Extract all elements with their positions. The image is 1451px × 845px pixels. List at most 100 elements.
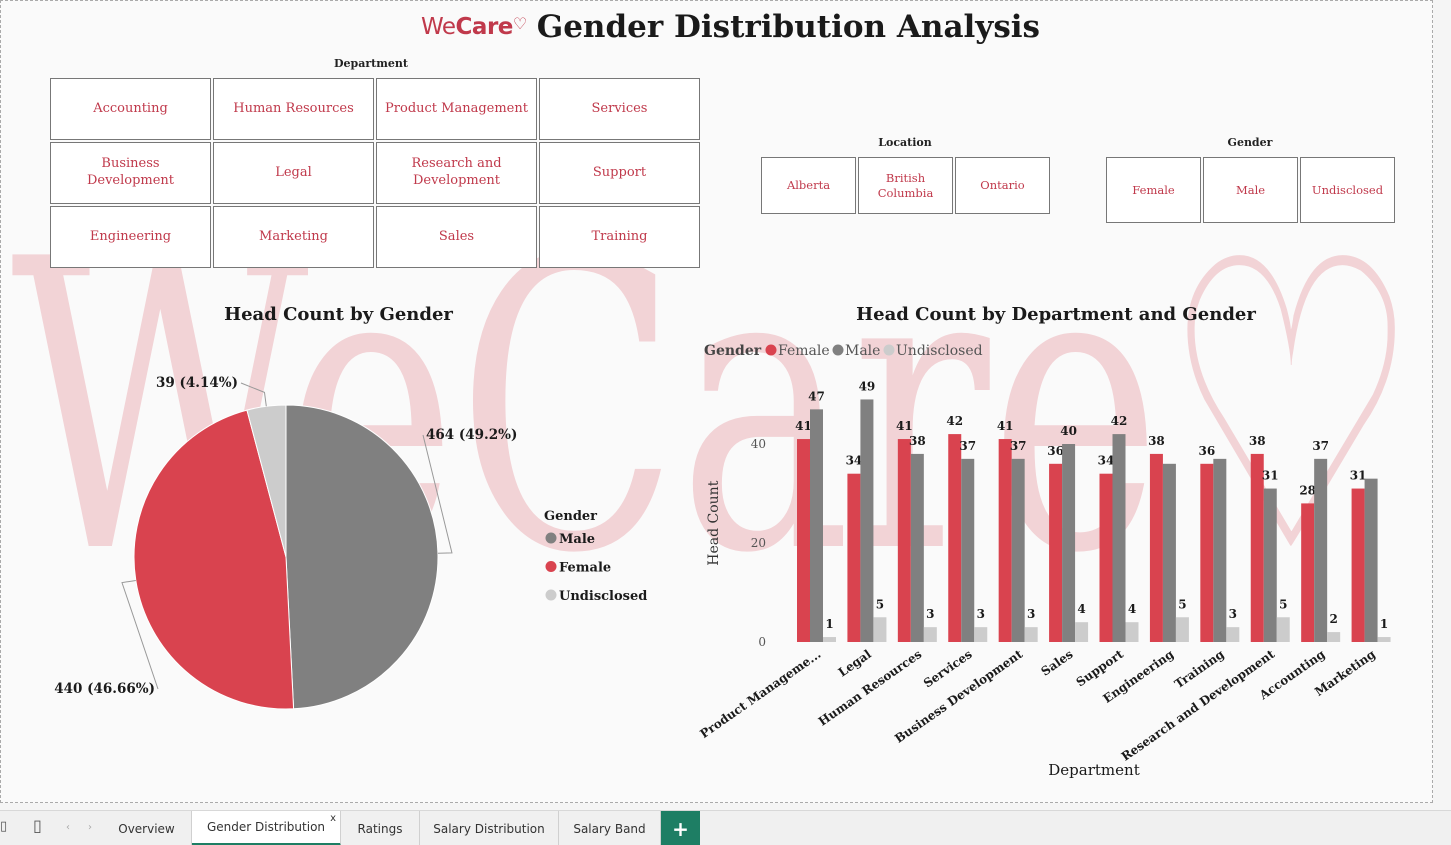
bar-male-business-development[interactable] bbox=[1011, 458, 1025, 642]
bar-undisclosed-research-and-development[interactable] bbox=[1276, 617, 1290, 642]
slicer-option-marketing[interactable]: Marketing bbox=[213, 206, 374, 268]
slicer-option-female[interactable]: Female bbox=[1106, 157, 1201, 223]
bar-undisclosed-product-manageme[interactable] bbox=[823, 637, 836, 642]
pie-slice-female[interactable] bbox=[133, 409, 295, 710]
bar-legend-item-female[interactable]: Female bbox=[778, 343, 830, 359]
bar-data-label-female-accounting: 28 bbox=[1299, 483, 1316, 497]
slicer-option-product-management[interactable]: Product Management bbox=[376, 78, 537, 140]
bar-data-label-undisclosed-research-and-development: 5 bbox=[1279, 597, 1287, 611]
title-bar: WeCare♡ Gender Distribution Analysis bbox=[421, 5, 1040, 49]
bar-data-label-undisclosed-human-resources: 3 bbox=[926, 607, 934, 621]
bar-undisclosed-services[interactable] bbox=[974, 627, 988, 642]
pie-legend-item-male[interactable]: Male bbox=[559, 532, 595, 547]
bar-male-training[interactable] bbox=[1213, 458, 1227, 642]
tab-gender-distribution[interactable]: Gender Distribution x bbox=[192, 811, 341, 845]
bar-data-label-female-marketing: 31 bbox=[1350, 469, 1367, 483]
report-canvas: WeCare♡ WeCare♡ Gender Distribution Anal… bbox=[0, 0, 1433, 803]
slicer-option-research-and-development[interactable]: Research and Development bbox=[376, 142, 537, 204]
bar-data-label-female-legal: 34 bbox=[846, 454, 863, 468]
bar-male-research-and-development[interactable] bbox=[1263, 488, 1277, 642]
bar-data-label-undisclosed-engineering: 5 bbox=[1178, 597, 1186, 611]
bar-data-label-female-research-and-development: 38 bbox=[1249, 434, 1266, 448]
tab-overview[interactable]: Overview bbox=[102, 811, 192, 845]
pie-slice-male[interactable] bbox=[285, 404, 439, 710]
next-tab-icon[interactable]: › bbox=[88, 822, 92, 833]
slicer-option-ontario[interactable]: Ontario bbox=[955, 157, 1050, 214]
bar-female-research-and-development[interactable] bbox=[1250, 453, 1264, 642]
bar-data-label-male-human-resources: 38 bbox=[909, 434, 926, 448]
pie-legend-item-female[interactable]: Female bbox=[559, 561, 611, 576]
bar-undisclosed-human-resources[interactable] bbox=[923, 627, 937, 642]
bar-male-marketing[interactable] bbox=[1364, 478, 1378, 642]
slicer-option-training[interactable]: Training bbox=[539, 206, 700, 268]
slicer-option-services[interactable]: Services bbox=[539, 78, 700, 140]
slicer-option-british-columbia[interactable]: British Columbia bbox=[858, 157, 953, 214]
slicer-option-engineering[interactable]: Engineering bbox=[50, 206, 211, 268]
bar-female-human-resources[interactable] bbox=[897, 439, 911, 642]
slicer-option-undisclosed[interactable]: Undisclosed bbox=[1300, 157, 1395, 223]
bar-male-engineering[interactable] bbox=[1162, 463, 1176, 642]
wecare-logo: WeCare♡ bbox=[421, 14, 527, 40]
bar-male-support[interactable] bbox=[1112, 434, 1126, 642]
prev-tab-icon[interactable]: ‹ bbox=[66, 822, 70, 833]
bar-undisclosed-accounting[interactable] bbox=[1327, 632, 1341, 642]
slicer-option-male[interactable]: Male bbox=[1203, 157, 1298, 223]
pie-slice-undisclosed[interactable] bbox=[246, 404, 287, 558]
bar-undisclosed-engineering[interactable] bbox=[1175, 617, 1189, 642]
pie-legend-title: Gender bbox=[544, 509, 597, 524]
x-tick-label-legal: Legal bbox=[836, 647, 875, 680]
slicer-option-accounting[interactable]: Accounting bbox=[50, 78, 211, 140]
bar-data-label-female-product-manageme: 41 bbox=[795, 419, 812, 433]
bar-female-services[interactable] bbox=[948, 434, 962, 642]
bar-data-label-undisclosed-support: 4 bbox=[1128, 602, 1136, 616]
department-bar-chart: Gender Female Male Undisclosed 0 20 40 Head Cou… bbox=[697, 343, 1391, 779]
bar-undisclosed-support[interactable] bbox=[1125, 622, 1139, 642]
slicer-option-alberta[interactable]: Alberta bbox=[761, 157, 856, 214]
bar-undisclosed-marketing[interactable] bbox=[1377, 637, 1391, 642]
tab-salary-band[interactable]: Salary Band bbox=[559, 811, 661, 845]
slicer-option-legal[interactable]: Legal bbox=[213, 142, 374, 204]
tab-salary-distribution[interactable]: Salary Distribution bbox=[420, 811, 559, 845]
pie-leader-female bbox=[121, 579, 159, 690]
bar-legend-item-undisclosed[interactable]: Undisclosed bbox=[896, 343, 983, 359]
bar-female-business-development[interactable] bbox=[998, 439, 1012, 642]
bar-legend-item-male[interactable]: Male bbox=[845, 343, 880, 359]
page-view-icon[interactable]: ▯ bbox=[0, 819, 8, 834]
tab-label: Ratings bbox=[357, 821, 403, 836]
bar-undisclosed-legal[interactable] bbox=[873, 617, 887, 642]
pie-legend-item-undisclosed[interactable]: Undisclosed bbox=[559, 589, 647, 604]
bar-female-support[interactable] bbox=[1099, 473, 1113, 642]
bar-female-marketing[interactable] bbox=[1351, 488, 1365, 642]
bar-legend-swatch-female bbox=[765, 344, 777, 356]
bar-data-label-undisclosed-business-development: 3 bbox=[1027, 607, 1035, 621]
slicer-option-business-development[interactable]: Business Development bbox=[50, 142, 211, 204]
bar-undisclosed-sales[interactable] bbox=[1075, 622, 1089, 642]
bar-female-engineering[interactable] bbox=[1149, 453, 1163, 642]
pie-chart-title: Head Count by Gender bbox=[224, 304, 453, 325]
bar-female-accounting[interactable] bbox=[1301, 503, 1315, 642]
tab-label: Gender Distribution bbox=[206, 820, 326, 834]
bar-data-label-female-services: 42 bbox=[946, 414, 963, 428]
bar-female-training[interactable] bbox=[1200, 463, 1214, 642]
bar-female-legal[interactable] bbox=[847, 473, 861, 642]
bar-male-human-resources[interactable] bbox=[910, 453, 924, 642]
bar-male-services[interactable] bbox=[961, 458, 975, 642]
add-page-button[interactable]: + bbox=[661, 811, 700, 845]
bar-male-accounting[interactable] bbox=[1314, 458, 1328, 642]
bar-male-sales[interactable] bbox=[1062, 444, 1076, 642]
y-axis-label: Head Count bbox=[706, 480, 722, 565]
mobile-view-icon[interactable]: ▯ bbox=[33, 816, 42, 835]
bar-male-legal[interactable] bbox=[860, 399, 874, 642]
bar-data-label-undisclosed-product-manageme: 1 bbox=[825, 617, 833, 631]
close-tab-icon[interactable]: x bbox=[330, 813, 336, 824]
slicer-option-human-resources[interactable]: Human Resources bbox=[213, 78, 374, 140]
bar-male-product-manageme[interactable] bbox=[810, 409, 823, 642]
pie-leader-male bbox=[422, 434, 453, 554]
bar-undisclosed-training[interactable] bbox=[1226, 627, 1240, 642]
slicer-option-support[interactable]: Support bbox=[539, 142, 700, 204]
bar-undisclosed-business-development[interactable] bbox=[1024, 627, 1038, 642]
slicer-option-sales[interactable]: Sales bbox=[376, 206, 537, 268]
tab-ratings[interactable]: Ratings bbox=[341, 811, 420, 845]
bar-female-product-manageme[interactable] bbox=[797, 439, 810, 642]
bar-female-sales[interactable] bbox=[1049, 463, 1063, 642]
